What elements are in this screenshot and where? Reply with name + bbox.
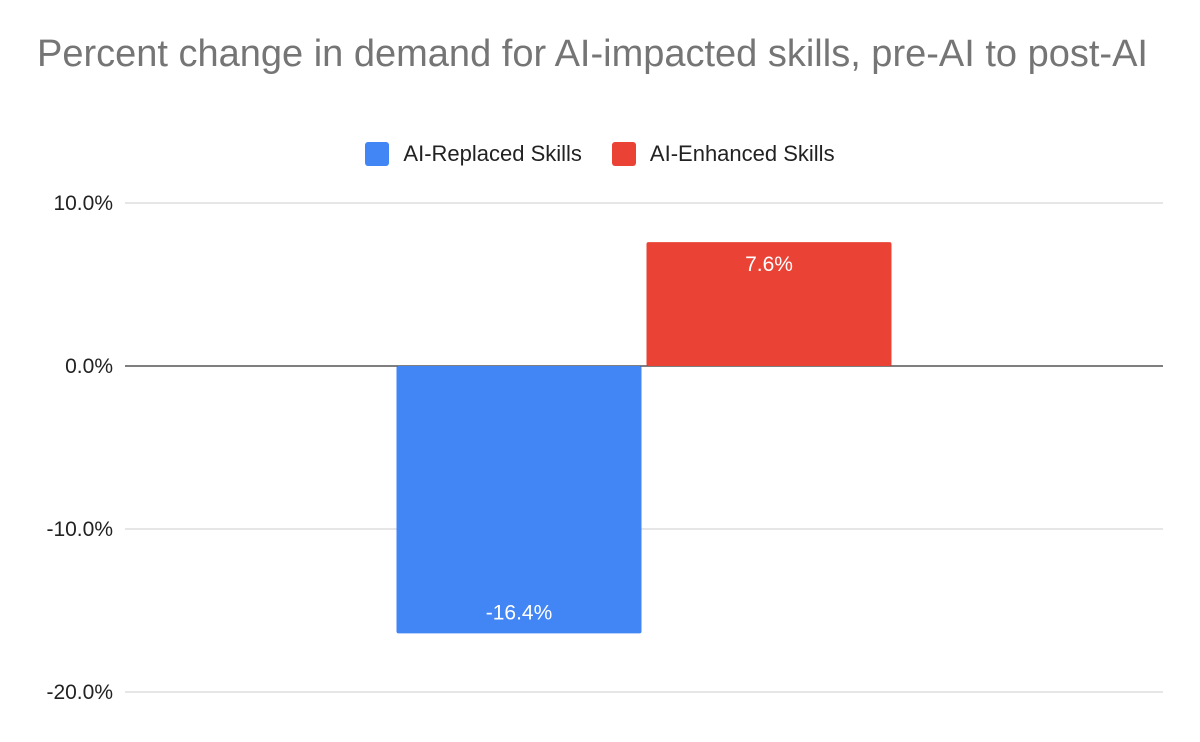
legend-item-ai-replaced: AI-Replaced Skills — [365, 141, 582, 167]
y-tick-label: 0.0% — [65, 355, 113, 378]
y-tick-label: 10.0% — [53, 192, 113, 215]
data-label-ai-replaced-skills: -16.4% — [486, 601, 553, 624]
legend-label-ai-enhanced: AI-Enhanced Skills — [649, 141, 835, 166]
legend-label-ai-replaced: AI-Replaced Skills — [403, 141, 582, 166]
data-label-ai-enhanced-skills: 7.6% — [745, 253, 793, 276]
bar-ai-replaced-skills — [396, 366, 642, 634]
y-tick-label: -20.0% — [46, 681, 113, 704]
legend-swatch-ai-enhanced — [611, 142, 636, 166]
chart-legend: AI-Replaced Skills AI-Enhanced Skills — [0, 140, 1200, 168]
legend-swatch-ai-replaced — [365, 142, 390, 166]
y-tick-label: -10.0% — [46, 518, 113, 541]
bar-ai-enhanced-skills — [646, 242, 892, 366]
chart-title: Percent change in demand for AI-impacted… — [37, 33, 1148, 75]
legend-item-ai-enhanced: AI-Enhanced Skills — [611, 141, 835, 167]
